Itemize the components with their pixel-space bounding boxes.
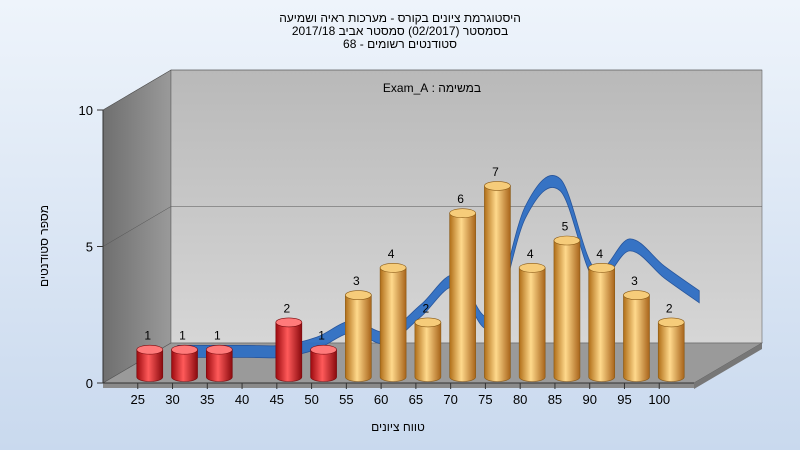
bar-body [171,349,198,382]
bar-body [449,212,476,382]
y-axis-label: מספר סטודנטים [37,205,51,287]
bar-pass [449,208,476,382]
chart-subtitle: במשימה : Exam_A [383,81,481,95]
bar-fail [171,344,198,382]
grid-line [102,206,762,247]
y-tick-label: 10 [79,103,93,118]
bar-body [623,294,650,382]
chart-right-edge [694,343,762,389]
bar-body [588,267,616,382]
bar-body [345,294,372,382]
bar-value-label: 6 [457,192,464,206]
bar-cap [518,262,546,273]
x-axis-label: טווח ציונים [371,420,425,434]
bar-cap [414,317,442,328]
bar-pass [553,235,581,382]
x-tick-label: 70 [443,392,457,407]
grid-line [102,69,762,111]
bar-body [484,185,511,382]
chart-grid [102,69,762,247]
x-ticks: 25 30 35 40 45 50 55 60 65 70 75 80 85 90 95 100 [131,383,670,407]
bar-cap [171,344,198,355]
bar-body [553,240,581,382]
bar-value-label: 2 [423,301,430,315]
x-tick-label: 25 [131,392,145,407]
bar-fail [136,344,164,382]
bar-cap [657,317,685,328]
x-tick-label: 35 [200,392,214,407]
y-ticks: 0 5 10 [79,103,103,391]
bar-value-label: 1 [214,329,221,343]
bar-value-label: 7 [492,165,499,179]
x-tick-label: 65 [409,392,423,407]
bar-cap [449,208,476,218]
bar-pass [623,290,650,382]
bar-cap [623,290,650,300]
bar-cap [275,317,303,328]
bar-body [205,349,233,382]
x-tick-label: 100 [648,392,670,407]
bar-pass [588,262,616,382]
x-tick-label: 45 [270,392,284,407]
x-tick-label: 95 [617,392,631,407]
bar-body [414,322,442,382]
bar-value-label: 3 [353,274,360,288]
bar-cap [310,344,337,355]
bar-fail [310,344,337,382]
x-tick-label: 30 [165,392,179,407]
bar-fail [275,317,303,382]
bar-value-label: 5 [562,220,569,234]
bar-cap [379,262,407,273]
x-tick-label: 60 [374,392,388,407]
bar-pass [379,262,407,382]
bars [136,181,685,382]
chart-title-line-1: היסטוגרמת ציונים בקורס - מערכות ראיה ושמ… [279,11,521,25]
bar-cap [205,344,233,355]
x-tick-label: 90 [582,392,596,407]
bar-cap [588,262,616,273]
bar-value-label: 1 [318,329,325,343]
bar-value-label: 3 [631,274,638,288]
y-tick-label: 0 [86,376,93,391]
bar-fail [205,344,233,382]
x-tick-label: 55 [339,392,353,407]
bar-body [136,349,164,382]
bar-value-label: 2 [666,301,673,315]
bar-body [518,267,546,382]
bar-pass [414,317,442,382]
bar-value-label: 1 [179,329,186,343]
x-tick-label: 75 [478,392,492,407]
x-tick-label: 40 [235,392,249,407]
x-tick-label: 85 [548,392,562,407]
bar-pass [657,317,685,382]
x-tick-label: 50 [304,392,318,407]
bar-pass [345,290,372,382]
bar-cap [553,235,581,246]
bar-body [379,267,407,382]
chart-title-line-3: סטודנטים רשומים - 68 [343,37,457,51]
bar-body [657,322,685,382]
chart-floor-front-edge [103,383,694,388]
bar-cap [345,290,372,300]
chart-title-line-2: בסמסטר (02/2017) סמסטר אביב 2017/18 [292,24,508,38]
bar-body [310,349,337,382]
bar-body [275,322,303,382]
bar-value-label: 1 [144,329,151,343]
bar-cap [136,344,164,355]
x-tick-label: 80 [513,392,527,407]
bar-pass [484,181,511,382]
bar-value-label: 2 [283,301,290,315]
value-labels: 1 1 1 2 1 3 4 2 6 7 4 5 4 3 2 [144,165,672,343]
bar-value-label: 4 [527,247,534,261]
bar-value-label: 4 [596,247,603,261]
bar-cap [484,181,511,191]
y-tick-label: 5 [86,240,93,255]
bar-pass [518,262,546,382]
bar-value-label: 4 [388,247,395,261]
